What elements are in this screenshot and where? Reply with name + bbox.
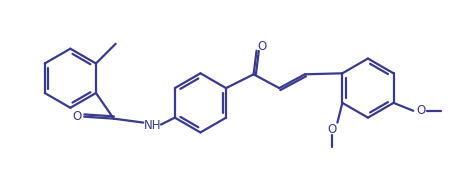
Text: O: O (258, 40, 267, 53)
Text: NH: NH (143, 119, 161, 132)
Text: O: O (73, 110, 82, 123)
Text: O: O (328, 123, 337, 136)
Text: O: O (416, 104, 426, 117)
